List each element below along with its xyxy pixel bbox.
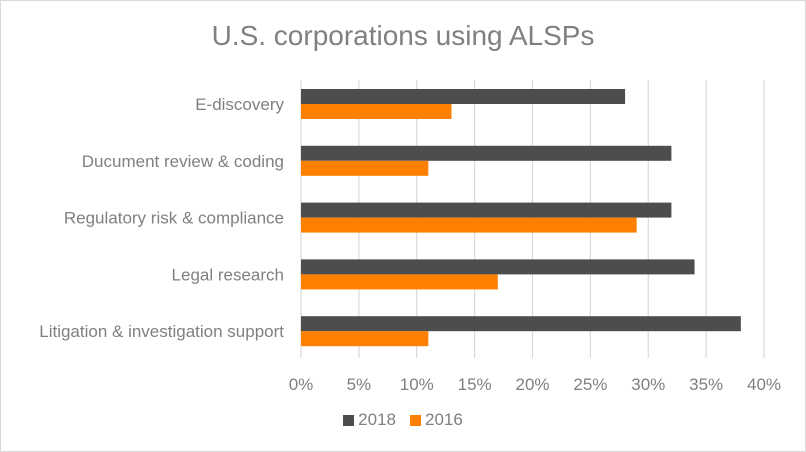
bar-2016 (301, 274, 498, 290)
bar-2016 (301, 217, 637, 233)
legend-label-2018: 2018 (358, 410, 396, 429)
category-label: Regulatory risk & compliance (64, 209, 284, 228)
x-tick-label: 15% (458, 375, 492, 394)
category-label: E-discovery (195, 95, 284, 114)
bar-2018 (301, 259, 695, 275)
chart-title: U.S. corporations using ALSPs (211, 20, 595, 51)
legend-swatch-2016 (410, 414, 421, 426)
x-tick-label: 25% (573, 375, 607, 394)
bar-2018 (301, 145, 672, 161)
x-tick-label: 40% (747, 375, 781, 394)
x-tick-label: 30% (631, 375, 665, 394)
bar-2016 (301, 104, 452, 119)
legend-swatch-2018 (343, 414, 355, 426)
category-label: Legal research (172, 265, 284, 284)
legend: 2018 2016 (0, 410, 806, 430)
bar-2016 (301, 331, 429, 347)
bar-2016 (301, 160, 429, 176)
x-tick-label: 0% (289, 375, 314, 394)
bar-2018 (301, 316, 741, 332)
legend-item-2016: 2016 (410, 410, 463, 430)
bar-2018 (301, 89, 626, 104)
x-tick-label: 5% (347, 375, 372, 394)
bar-2018 (301, 202, 672, 218)
x-tick-labels: 0% 5% 10% 15% 20% 25% 30% 35% 40% (289, 375, 781, 394)
category-labels: E-discovery Ducument review & coding Regul… (39, 95, 284, 341)
category-label: Litigation & investigation support (39, 322, 284, 341)
legend-label-2016: 2016 (425, 410, 463, 429)
legend-item-2018: 2018 (343, 410, 396, 430)
bars (301, 89, 741, 347)
x-tick-label: 20% (515, 375, 549, 394)
category-label: Ducument review & coding (82, 152, 284, 171)
x-tick-label: 10% (400, 375, 434, 394)
x-tick-label: 35% (689, 375, 723, 394)
